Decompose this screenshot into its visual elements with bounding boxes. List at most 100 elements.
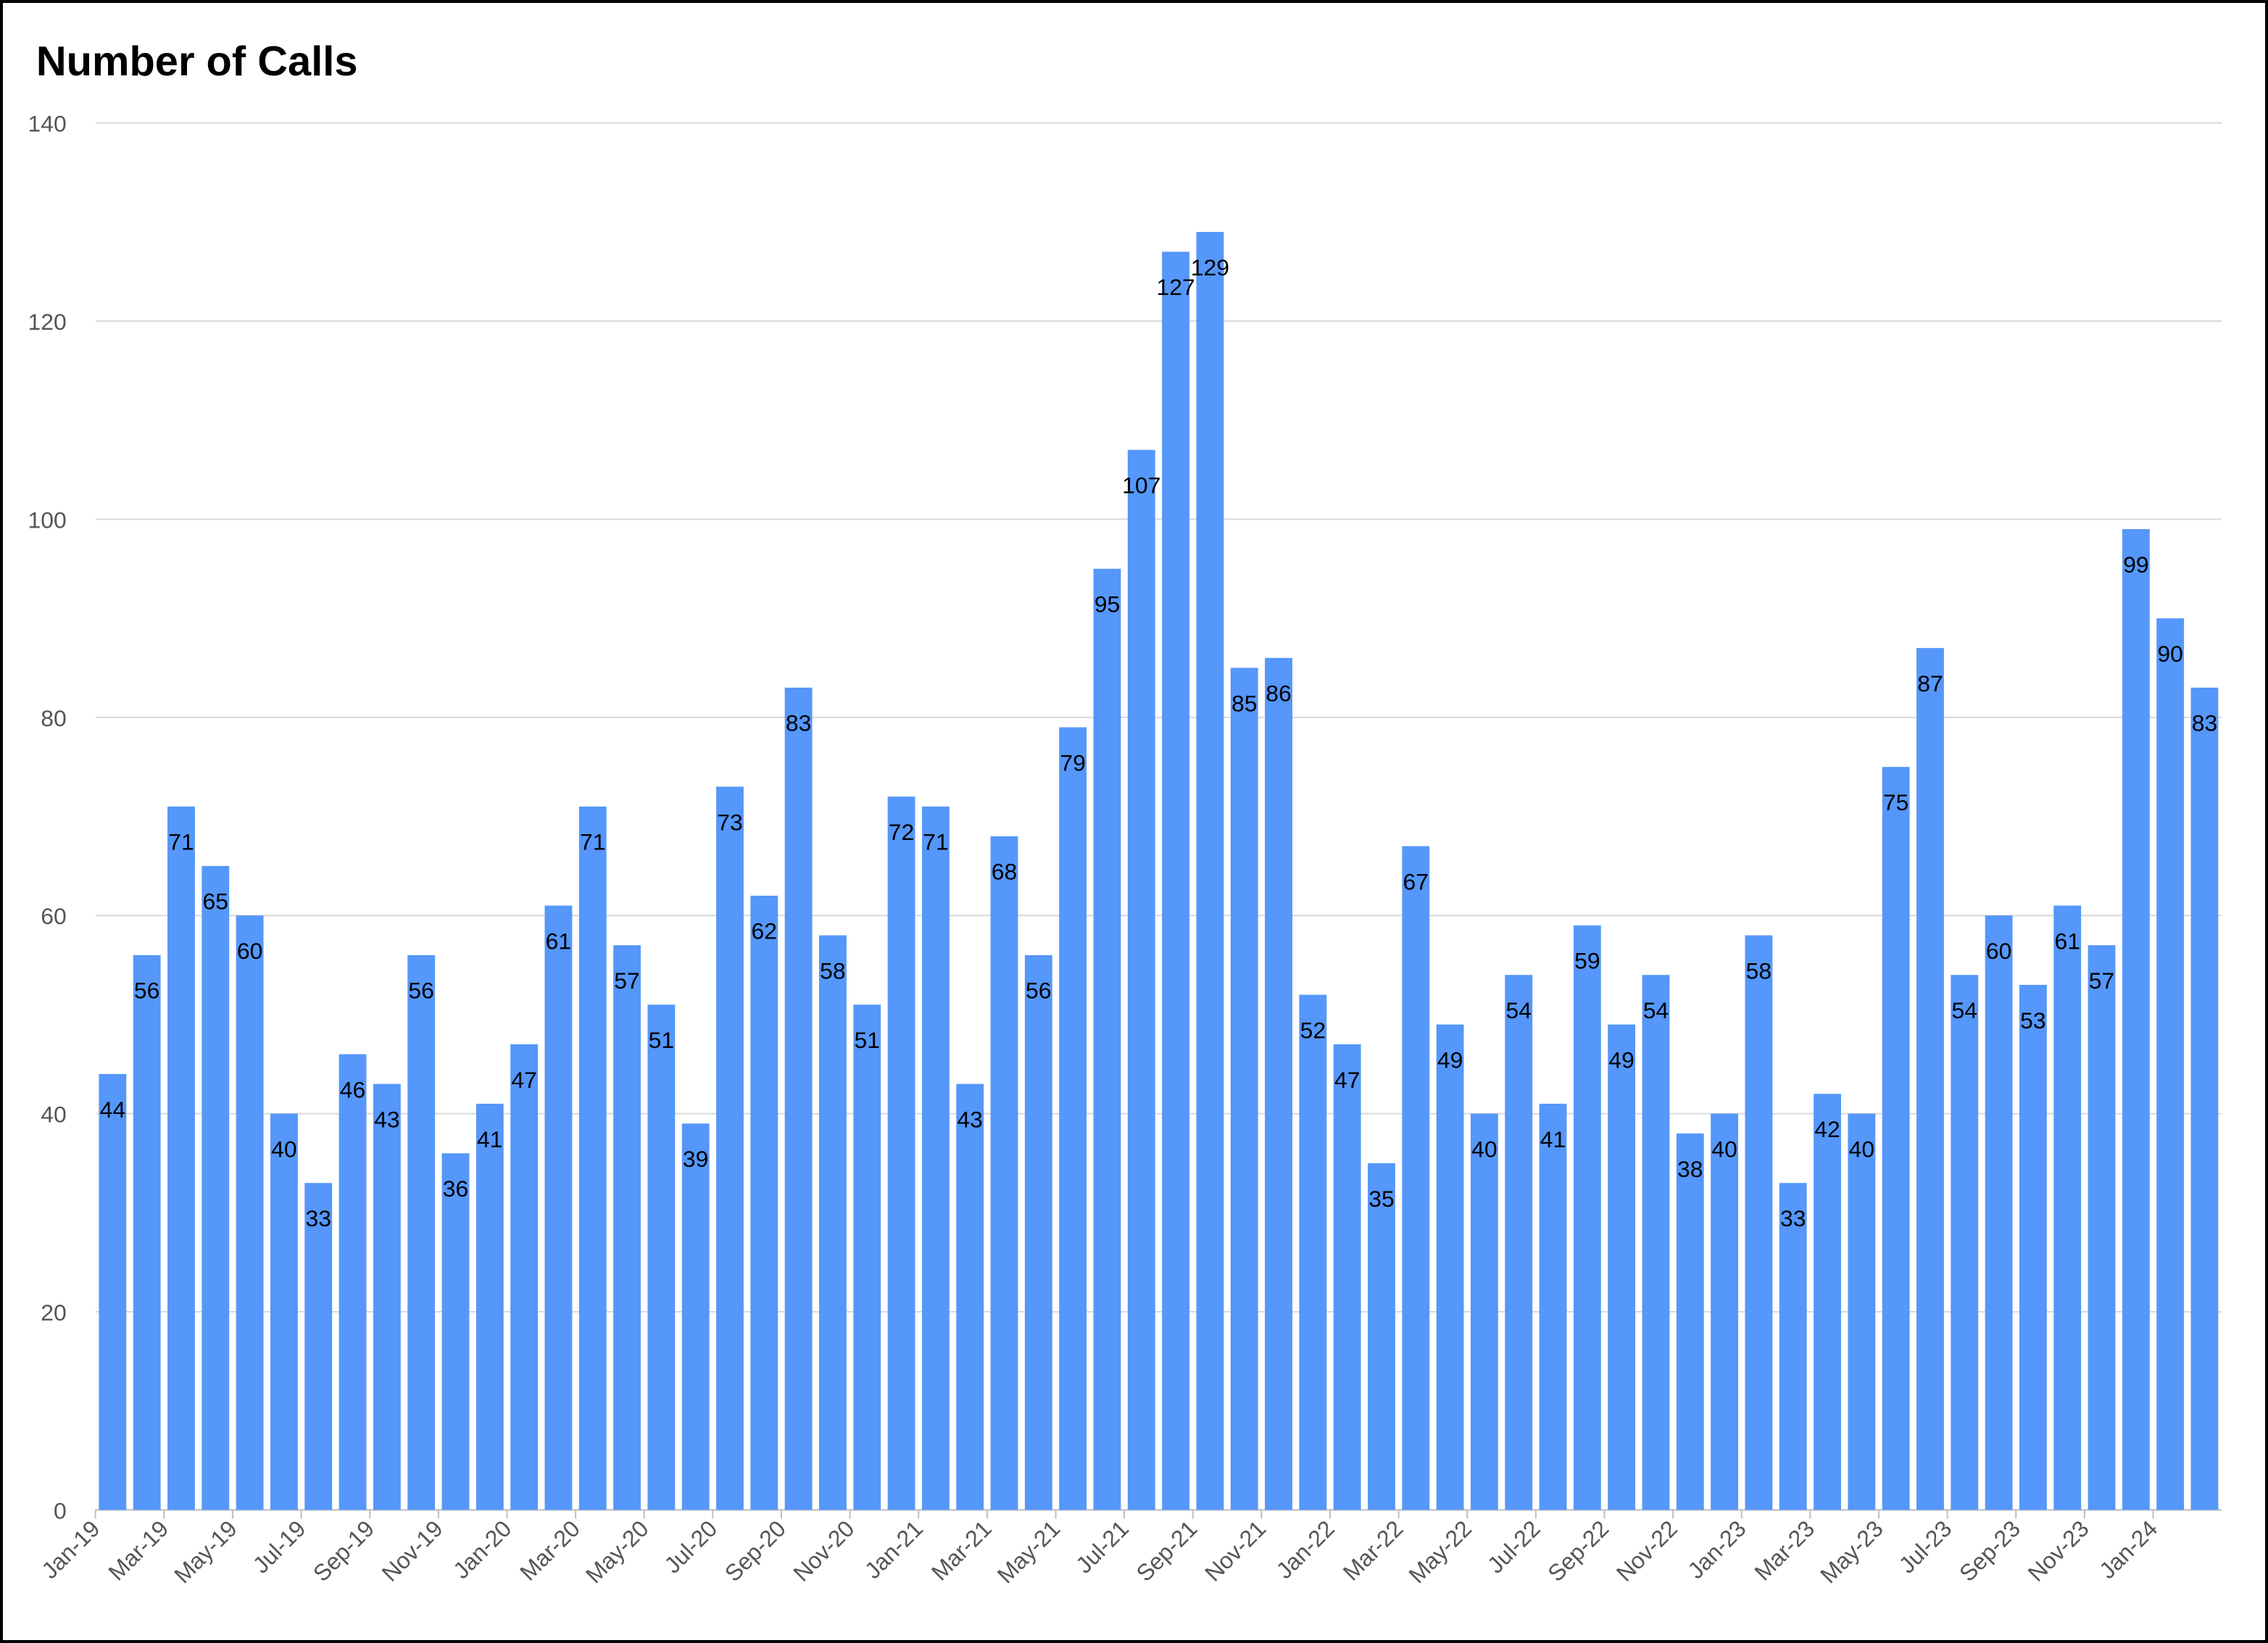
bar bbox=[1402, 846, 1430, 1510]
data-label: 86 bbox=[1266, 681, 1292, 707]
bar bbox=[133, 954, 161, 1510]
data-label: 83 bbox=[2192, 710, 2217, 736]
bar bbox=[1608, 1024, 1636, 1510]
y-tick-label: 60 bbox=[41, 903, 66, 929]
bar bbox=[270, 1113, 298, 1510]
bar bbox=[1676, 1133, 1704, 1510]
data-label: 47 bbox=[1334, 1067, 1361, 1093]
y-tick-label: 80 bbox=[41, 705, 66, 731]
bar bbox=[236, 915, 264, 1510]
data-label: 57 bbox=[2089, 968, 2115, 994]
data-label: 35 bbox=[1368, 1186, 1395, 1212]
data-label: 52 bbox=[1300, 1017, 1326, 1043]
data-label: 43 bbox=[957, 1106, 983, 1132]
bar bbox=[1642, 975, 1670, 1510]
data-label: 68 bbox=[992, 859, 1018, 885]
bar bbox=[1916, 648, 1944, 1510]
data-label: 51 bbox=[649, 1027, 675, 1053]
bar bbox=[990, 836, 1018, 1510]
bar bbox=[1882, 767, 1910, 1510]
data-label: 75 bbox=[1883, 789, 1908, 815]
data-label: 95 bbox=[1094, 591, 1121, 617]
bar bbox=[1127, 449, 1155, 1510]
bar bbox=[578, 806, 607, 1510]
data-label: 46 bbox=[340, 1076, 366, 1102]
bar bbox=[716, 786, 744, 1510]
bar bbox=[1539, 1103, 1567, 1510]
bar bbox=[2190, 687, 2219, 1510]
y-tick-label: 100 bbox=[28, 507, 67, 533]
data-label: 33 bbox=[305, 1205, 331, 1231]
bar bbox=[407, 954, 436, 1510]
bar bbox=[304, 1183, 333, 1510]
data-label: 49 bbox=[1608, 1047, 1634, 1073]
data-label: 72 bbox=[889, 819, 915, 845]
data-label: 58 bbox=[1746, 957, 1771, 983]
bar bbox=[819, 935, 847, 1510]
data-label: 40 bbox=[1711, 1136, 1737, 1162]
data-label: 53 bbox=[2020, 1007, 2046, 1033]
data-label: 40 bbox=[271, 1136, 297, 1162]
bar bbox=[544, 905, 573, 1510]
bar bbox=[1436, 1024, 1464, 1510]
data-label: 73 bbox=[717, 809, 743, 835]
bar bbox=[1848, 1113, 1876, 1510]
data-label: 71 bbox=[168, 829, 194, 855]
bar bbox=[647, 1004, 676, 1510]
data-label: 59 bbox=[1574, 948, 1600, 974]
chart-title: Number of Calls bbox=[36, 38, 358, 85]
data-label: 61 bbox=[546, 928, 571, 954]
data-label: 47 bbox=[511, 1067, 537, 1093]
data-label: 56 bbox=[134, 978, 160, 1004]
data-label: 40 bbox=[1471, 1136, 1498, 1162]
bar bbox=[1814, 1094, 1841, 1510]
y-tick-label: 140 bbox=[28, 111, 67, 137]
data-label: 79 bbox=[1060, 749, 1086, 775]
bar bbox=[1951, 975, 1979, 1510]
bar bbox=[1333, 1044, 1361, 1510]
bar bbox=[1196, 232, 1224, 1510]
data-label: 38 bbox=[1677, 1156, 1703, 1182]
bar bbox=[1024, 954, 1052, 1510]
data-label: 85 bbox=[1231, 690, 1258, 716]
bar bbox=[613, 945, 641, 1510]
bar bbox=[1265, 657, 1292, 1510]
data-label: 54 bbox=[1952, 997, 1978, 1023]
data-label: 87 bbox=[1917, 670, 1943, 696]
bar bbox=[750, 895, 778, 1510]
data-label: 65 bbox=[203, 889, 229, 915]
bar bbox=[681, 1123, 710, 1510]
data-label: 60 bbox=[1986, 938, 2012, 964]
data-label: 58 bbox=[820, 957, 846, 983]
data-label: 40 bbox=[1849, 1136, 1875, 1162]
data-label: 57 bbox=[614, 968, 640, 994]
bar bbox=[1059, 727, 1087, 1510]
bar bbox=[338, 1054, 367, 1510]
bar bbox=[2053, 905, 2082, 1510]
bar bbox=[373, 1083, 401, 1510]
data-label: 41 bbox=[477, 1126, 503, 1152]
bar bbox=[441, 1153, 470, 1510]
data-label: 129 bbox=[1191, 254, 1229, 280]
data-label: 41 bbox=[1540, 1126, 1566, 1152]
bar bbox=[1745, 935, 1773, 1510]
bar bbox=[2156, 618, 2185, 1510]
bar bbox=[1368, 1162, 1395, 1510]
bar bbox=[1230, 667, 1258, 1510]
bar bbox=[167, 806, 195, 1510]
data-label: 127 bbox=[1156, 274, 1195, 300]
bar bbox=[853, 1004, 881, 1510]
data-label: 61 bbox=[2054, 928, 2080, 954]
data-label: 42 bbox=[1814, 1116, 1840, 1142]
bar bbox=[1470, 1113, 1498, 1510]
data-label: 90 bbox=[2157, 641, 2183, 667]
bar bbox=[1093, 568, 1121, 1510]
bar bbox=[99, 1073, 127, 1510]
bar bbox=[784, 687, 813, 1510]
data-label: 43 bbox=[374, 1106, 399, 1132]
bar bbox=[1711, 1113, 1739, 1510]
data-label: 54 bbox=[1505, 997, 1531, 1023]
data-label: 39 bbox=[683, 1146, 709, 1172]
